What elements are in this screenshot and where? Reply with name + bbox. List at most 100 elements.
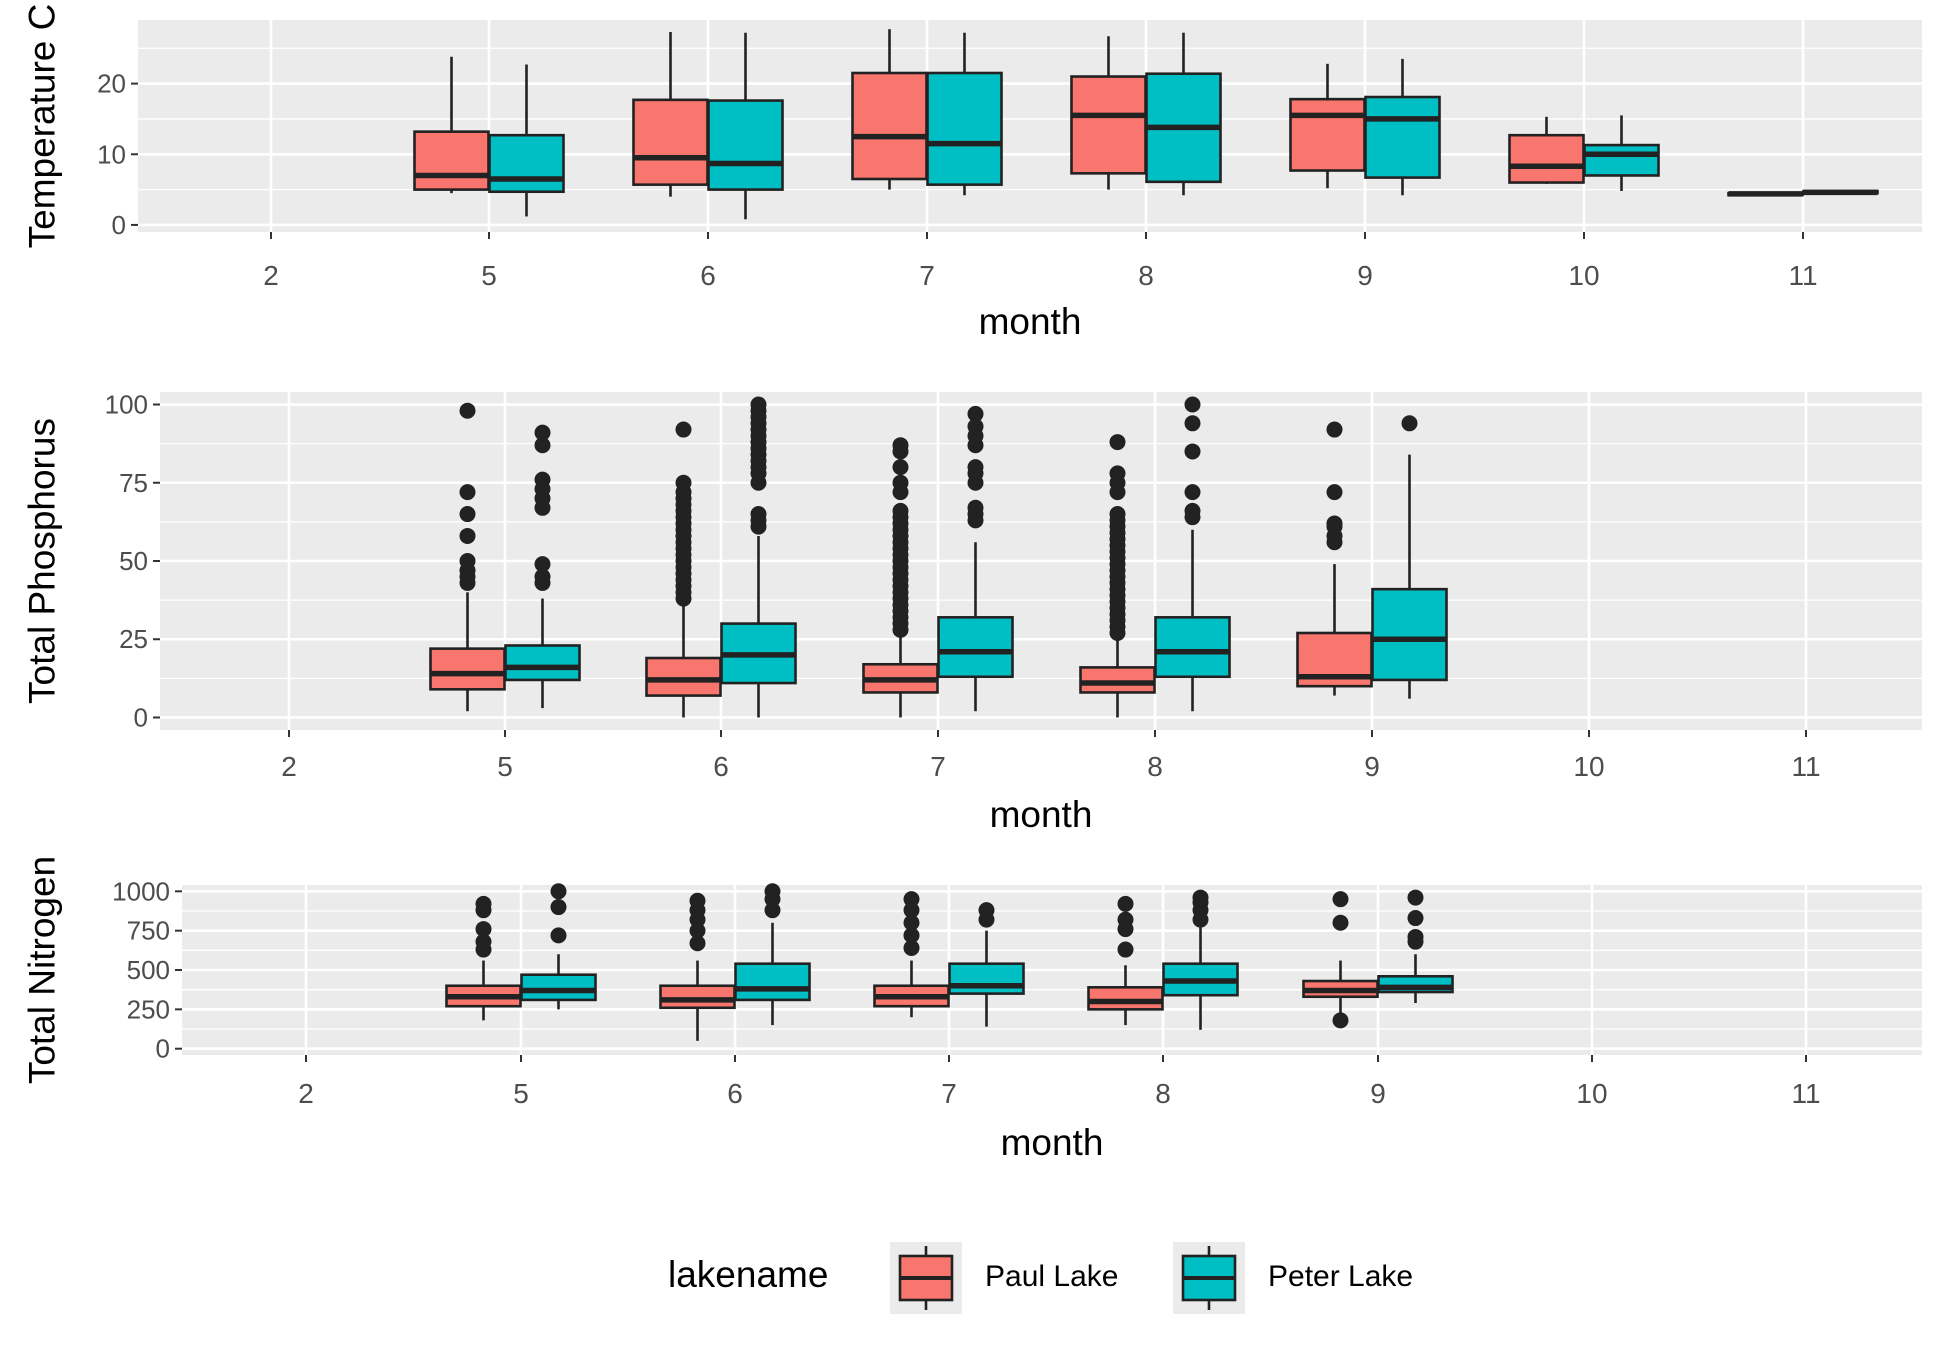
x-tick-label: 2 [281, 751, 297, 782]
box-iqr [488, 133, 565, 194]
x-tick-label: 5 [513, 1078, 529, 1109]
outlier-point [689, 892, 706, 909]
outlier-point [675, 421, 692, 438]
outlier-point [459, 553, 476, 569]
outlier-point [903, 891, 920, 908]
outlier-point [1184, 502, 1201, 519]
box-paul-month-7 [851, 29, 928, 190]
box-iqr [429, 647, 506, 691]
y-tick-label: 1000 [112, 876, 170, 906]
box-iqr [1154, 616, 1231, 679]
box-peter-month-10 [1583, 115, 1660, 192]
box-peter-month-8 [1154, 396, 1231, 712]
outlier-point [1184, 396, 1201, 413]
box-peter-month-9 [1377, 889, 1454, 1004]
outlier-point [892, 502, 909, 519]
y-tick-label: 250 [127, 994, 170, 1024]
box-iqr [1070, 75, 1147, 175]
x-axis-title: month [990, 794, 1093, 835]
outlier-point [675, 474, 692, 491]
outlier-point [1184, 415, 1201, 432]
y-tick-label: 10 [97, 139, 126, 169]
box-peter-month-6 [707, 32, 784, 220]
y-tick-label: 20 [97, 69, 126, 99]
outlier-point [967, 459, 984, 476]
box-iqr [1079, 666, 1156, 694]
y-tick-label: 75 [119, 468, 148, 498]
box-iqr [926, 71, 1003, 186]
outlier-point [1326, 515, 1343, 532]
outlier-point [1184, 484, 1201, 501]
outlier-point [459, 402, 476, 419]
outlier-point [1109, 506, 1126, 523]
y-tick-label: 25 [119, 624, 148, 654]
outlier-point [967, 418, 984, 435]
box-iqr [1364, 95, 1441, 179]
plot-background [138, 20, 1922, 232]
box-paul-month-9 [1296, 421, 1373, 696]
box-paul-month-9 [1289, 63, 1366, 189]
outlier-point [534, 437, 551, 454]
outlier-point [1332, 1012, 1349, 1029]
legend-label: Paul Lake [985, 1260, 1118, 1293]
y-tick-label: 0 [112, 210, 126, 240]
x-tick-label: 10 [1568, 260, 1599, 291]
box-paul-month-6 [645, 421, 722, 718]
outlier-point [892, 437, 909, 454]
box-iqr [948, 962, 1025, 995]
outlier-point [689, 922, 706, 939]
outlier-point [550, 883, 567, 900]
box-paul-month-9 [1302, 891, 1379, 1029]
outlier-point [534, 424, 551, 441]
x-tick-label: 6 [727, 1078, 743, 1109]
y-tick-label: 0 [134, 702, 148, 732]
x-tick-label: 2 [263, 260, 279, 291]
box-peter-month-11 [1802, 189, 1879, 196]
box-paul-month-8 [1079, 434, 1156, 718]
y-tick-label: 0 [156, 1034, 170, 1064]
outlier-point [1117, 911, 1134, 928]
box-iqr [504, 644, 581, 682]
box-peter-month-7 [926, 32, 1003, 196]
box-peter-month-7 [937, 405, 1014, 712]
legend-title: lakename [668, 1254, 828, 1295]
box-iqr [734, 962, 811, 1002]
outlier-point [764, 902, 781, 919]
outlier-point [1401, 415, 1418, 432]
box-paul-month-6 [659, 892, 736, 1041]
x-tick-label: 10 [1573, 751, 1604, 782]
outlier-point [534, 556, 551, 573]
outlier-point [967, 499, 984, 516]
box-peter-month-7 [948, 902, 1025, 1027]
outlier-point [1109, 434, 1126, 451]
outlier-point [1326, 421, 1343, 438]
box-iqr [659, 984, 736, 1010]
y-axis-title: Total Phosphorus [22, 418, 63, 704]
outlier-point [892, 459, 909, 476]
y-tick-label: 500 [127, 955, 170, 985]
outlier-point [1407, 910, 1424, 927]
box-iqr [520, 973, 597, 1002]
box-paul-month-8 [1070, 36, 1147, 190]
outlier-point [892, 474, 909, 491]
y-tick-label: 750 [127, 916, 170, 946]
box-iqr [1583, 143, 1660, 177]
outlier-point [903, 902, 920, 919]
box-paul-month-8 [1087, 895, 1164, 1026]
box-paul-month-11 [1727, 191, 1804, 197]
outlier-point [1117, 895, 1134, 912]
box-iqr [1508, 133, 1585, 184]
box-peter-month-6 [720, 396, 797, 718]
x-tick-label: 8 [1147, 751, 1163, 782]
outlier-point [1184, 443, 1201, 460]
box-iqr [632, 98, 709, 186]
x-tick-label: 10 [1576, 1078, 1607, 1109]
outlier-point [534, 471, 551, 488]
outlier-point [550, 899, 567, 916]
outlier-point [459, 506, 476, 523]
outlier-point [903, 914, 920, 931]
outlier-point [967, 405, 984, 422]
